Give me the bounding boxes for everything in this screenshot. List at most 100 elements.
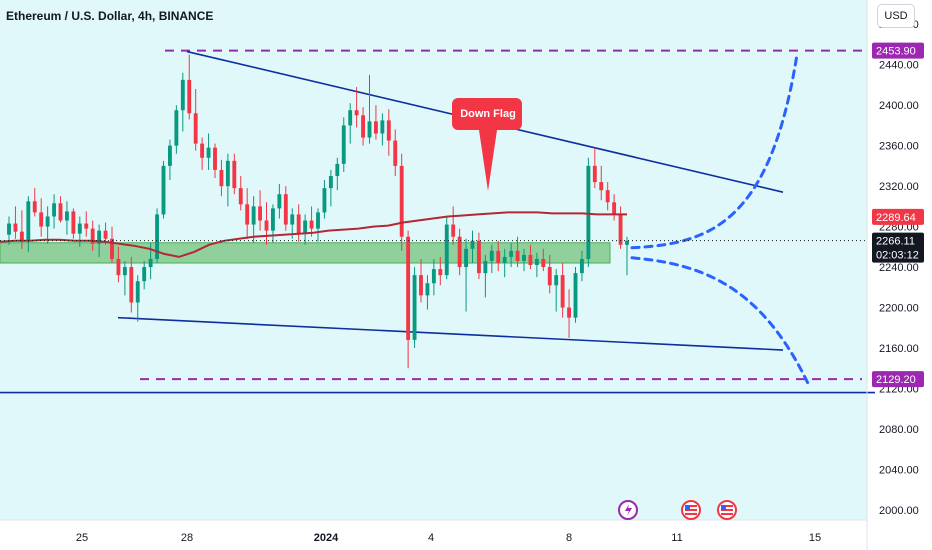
candle [451, 206, 456, 245]
candle [438, 256, 443, 286]
projection-up [630, 53, 799, 250]
candle-body [316, 212, 320, 229]
candle [58, 196, 63, 223]
y-tick-label: 2440.00 [879, 60, 919, 72]
candle [341, 117, 346, 172]
candle [431, 258, 436, 296]
candle [374, 105, 378, 140]
x-tick-label: 2024 [314, 532, 339, 544]
candle-body [431, 269, 436, 284]
candle-body [438, 269, 443, 276]
candle-body [271, 208, 275, 231]
candle [309, 206, 314, 237]
candle [193, 88, 198, 151]
candle-body [116, 258, 121, 276]
chart-title: Ethereum / U.S. Dollar, 4h, BINANCE [6, 9, 213, 23]
candle-body [122, 267, 127, 276]
candle [367, 74, 372, 144]
candle-body [599, 182, 604, 191]
candle-body [65, 211, 69, 221]
candle [277, 184, 282, 219]
candle-body [335, 163, 340, 176]
candle-body [528, 254, 533, 266]
candle-body [412, 275, 417, 340]
candle [425, 275, 430, 310]
candle-body [103, 230, 108, 239]
candle-body [168, 145, 172, 166]
candle-body [573, 273, 578, 318]
candle-body [477, 240, 481, 274]
down-flag-label: Down Flag [460, 108, 516, 120]
candle-body [200, 143, 205, 158]
candle-body [470, 240, 475, 249]
candle-body [245, 204, 250, 225]
candle [541, 248, 546, 272]
price-badge-label: 2289.64 [876, 212, 916, 224]
candle-body [206, 147, 211, 158]
candle-body [496, 250, 501, 264]
candle [264, 202, 269, 245]
candle-body [32, 201, 37, 213]
candle-body [180, 79, 185, 111]
y-tick-label: 2200.00 [879, 303, 919, 315]
candle [567, 289, 571, 338]
candle-body [547, 267, 552, 286]
candle-body [238, 188, 243, 205]
candle-body [406, 236, 411, 340]
candle [206, 133, 211, 170]
currency-button[interactable]: USD [877, 4, 915, 28]
candle [328, 169, 333, 207]
candle-body [283, 194, 288, 225]
y-tick-label: 2400.00 [879, 100, 919, 112]
candle-body [52, 203, 56, 217]
candle [32, 188, 37, 217]
price-badge: 2129.20 [872, 371, 924, 388]
x-tick-label: 15 [809, 532, 821, 544]
candle [219, 159, 224, 197]
candle [515, 236, 520, 268]
candle [296, 204, 301, 242]
candle [283, 186, 288, 231]
candle-body [393, 140, 398, 166]
candle-body [515, 250, 520, 261]
candle-body [367, 121, 372, 138]
candle [560, 263, 565, 318]
candle [65, 201, 69, 235]
candle [84, 211, 89, 237]
candle [419, 258, 423, 303]
y-tick-label: 2040.00 [879, 464, 919, 476]
candle [586, 157, 591, 268]
candle [168, 139, 172, 181]
y-tick-label: 2320.00 [879, 181, 919, 193]
candle-body [258, 206, 262, 221]
price-badge-label: 2129.20 [876, 374, 916, 386]
candle [348, 103, 353, 144]
candle [238, 176, 243, 211]
candle [580, 250, 584, 282]
x-tick-label: 28 [181, 532, 193, 544]
candle [129, 256, 134, 313]
candle-body [419, 275, 423, 296]
price-badge-bg [872, 232, 924, 263]
x-tick-label: 8 [566, 532, 572, 544]
candle [245, 188, 250, 239]
candle-body [193, 113, 198, 144]
candle-body [567, 307, 571, 318]
candle-body [84, 223, 89, 229]
candle-body [303, 220, 308, 234]
lightning-event-icon [618, 500, 638, 520]
candle-body [77, 223, 82, 234]
candle [232, 153, 237, 195]
candle-body [174, 110, 179, 146]
candle-body [361, 115, 365, 138]
candle-body [90, 228, 95, 244]
candle [110, 226, 114, 264]
candle [174, 105, 179, 154]
candle-body [489, 250, 494, 261]
candle-body [386, 120, 391, 141]
candle-body [187, 79, 192, 114]
candle [322, 180, 327, 219]
candle [470, 230, 475, 264]
candle [155, 208, 159, 264]
y-tick-label: 2240.00 [879, 262, 919, 274]
